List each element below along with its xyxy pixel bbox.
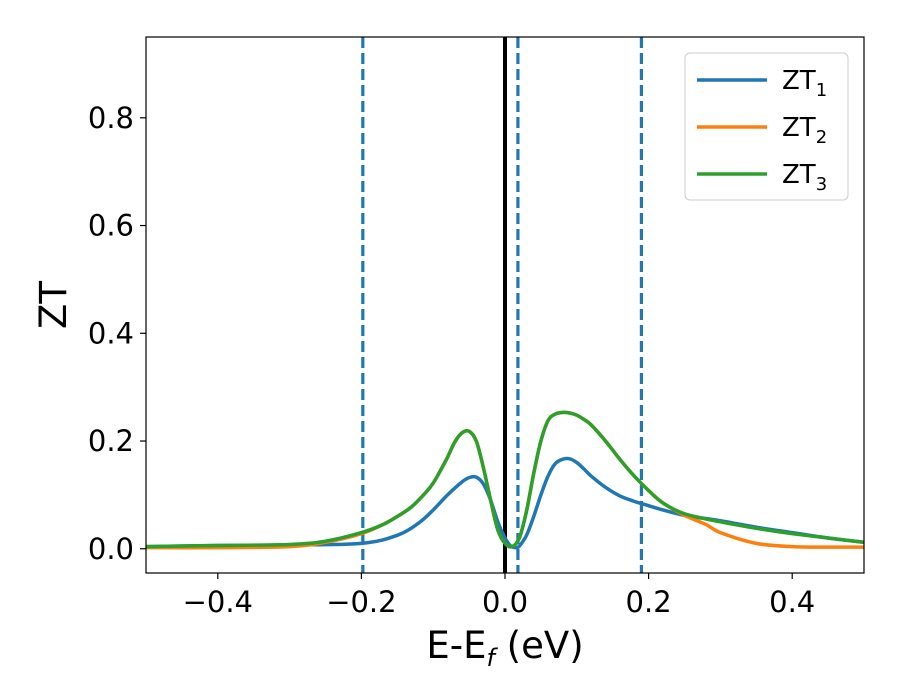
x-axis-title: E-Ef (eV) (426, 624, 583, 672)
y-tick-label: 0.8 (88, 101, 134, 135)
y-tick-label: 0.2 (88, 424, 134, 458)
legend-label-zt2: ZT2 (782, 113, 827, 148)
series-line-zt3 (146, 410, 864, 549)
x-tick-label: 0.0 (482, 585, 528, 619)
x-axis: −0.4 −0.2 0.0 0.2 0.4 (183, 573, 815, 619)
x-tick-label: −0.4 (183, 585, 253, 619)
y-axis: 0.0 0.2 0.4 0.6 0.8 (88, 101, 146, 566)
series-layer (146, 410, 864, 550)
reference-lines (361, 37, 644, 573)
legend: ZT1 ZT2 ZT3 (684, 52, 849, 201)
x-tick-label: −0.2 (326, 585, 396, 619)
series-line-zt1 (146, 456, 864, 550)
y-tick-label: 0.4 (88, 316, 134, 350)
y-tick-label: 0.6 (88, 209, 134, 243)
y-tick-label: 0.0 (88, 532, 134, 566)
x-tick-label: 0.2 (626, 585, 672, 619)
y-axis-title: ZT (32, 281, 75, 329)
x-tick-label: 0.4 (769, 585, 815, 619)
legend-label-zt3: ZT3 (782, 160, 827, 195)
legend-label-zt1: ZT1 (782, 66, 827, 101)
